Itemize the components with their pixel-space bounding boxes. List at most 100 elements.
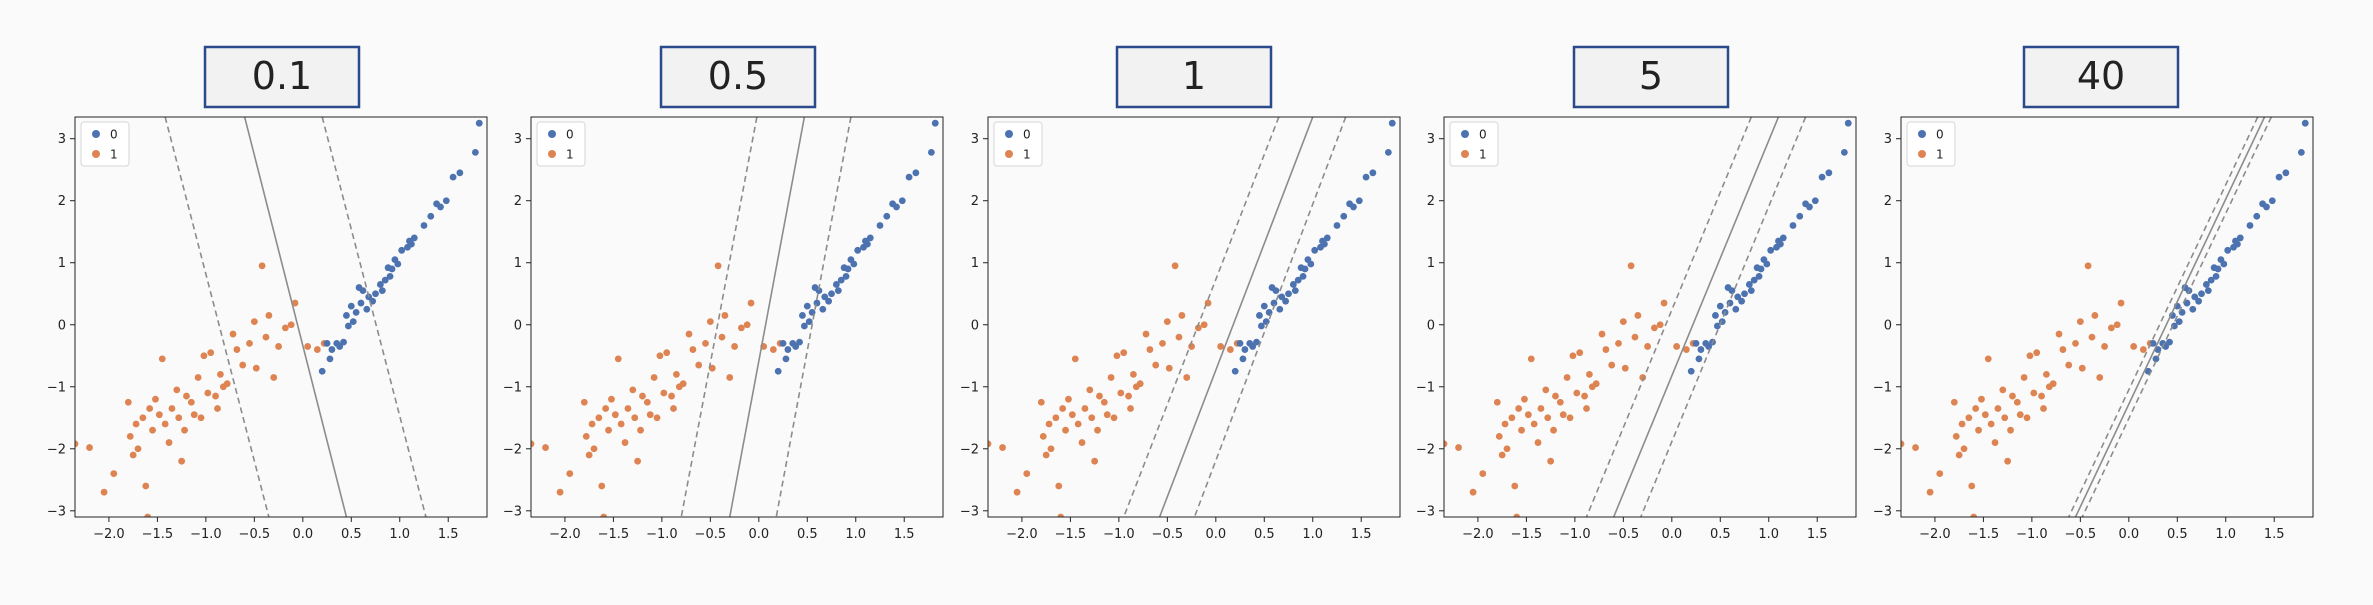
x-tick-label: 0.0 — [748, 527, 769, 542]
point-class-1 — [1501, 420, 1509, 428]
point-class-0 — [355, 284, 363, 291]
y-tick-label: −3 — [47, 504, 66, 519]
point-class-1 — [689, 346, 697, 353]
point-class-0 — [1323, 234, 1331, 242]
point-class-1 — [1978, 395, 1985, 403]
y-tick-label: −2 — [503, 442, 522, 457]
point-class-1 — [608, 395, 615, 403]
y-tick-label: −2 — [1873, 442, 1892, 457]
point-class-1 — [1566, 414, 1574, 422]
y-tick-label: 3 — [1884, 132, 1892, 147]
point-class-1 — [1521, 395, 1528, 403]
point-class-0 — [1741, 290, 1748, 298]
point-class-0 — [328, 346, 336, 353]
point-class-1 — [663, 349, 671, 357]
point-class-1 — [1023, 470, 1031, 477]
point-class-1 — [223, 380, 231, 388]
point-class-1 — [142, 482, 150, 490]
point-class-1 — [1091, 457, 1099, 465]
point-class-0 — [2268, 197, 2276, 205]
point-class-1 — [988, 440, 992, 448]
y-tick-label: −2 — [1416, 442, 1435, 457]
point-class-1 — [685, 330, 693, 338]
point-class-0 — [1796, 212, 1804, 220]
legend-marker-1 — [1005, 150, 1013, 158]
point-class-0 — [1355, 197, 1363, 205]
y-tick-label: 0 — [971, 318, 979, 333]
point-class-1 — [1511, 482, 1519, 490]
point-class-1 — [1068, 411, 1076, 419]
x-tick-label: 0.5 — [341, 527, 362, 542]
y-tick-label: 0 — [1427, 318, 1435, 333]
point-class-1 — [233, 346, 241, 353]
axes-frame — [987, 116, 1401, 518]
point-class-0 — [1775, 237, 1782, 245]
legend-marker-1 — [548, 150, 556, 158]
legend-marker-0 — [1461, 130, 1469, 138]
point-class-1 — [287, 321, 295, 329]
point-class-0 — [2210, 264, 2218, 272]
plot-area — [988, 117, 1400, 517]
subplot-panel: −2.0 −1.5 −1.0 −0.5 0.0 0.5 1.0 1.53210−1−2−301… — [503, 45, 944, 542]
x-tick-label: −0.5 — [695, 527, 727, 542]
legend-box — [993, 121, 1043, 167]
point-class-0 — [834, 287, 842, 295]
plot-data — [988, 117, 1396, 517]
point-class-1 — [194, 374, 202, 381]
margin-line-lower — [1193, 117, 1347, 517]
point-class-1 — [110, 470, 118, 477]
y-tick-label: 2 — [514, 194, 522, 209]
point-class-0 — [898, 197, 906, 205]
point-class-1 — [634, 457, 642, 465]
point-class-0 — [1811, 197, 1819, 205]
legend-box — [80, 121, 130, 167]
point-class-1 — [1958, 420, 1966, 428]
y-tick-label: 1 — [514, 256, 522, 271]
point-class-1 — [132, 420, 140, 428]
point-class-0 — [1738, 297, 1746, 305]
point-class-0 — [1231, 367, 1239, 375]
x-tick-label: −2.0 — [1006, 527, 1038, 542]
point-class-1 — [1107, 374, 1115, 381]
point-class-0 — [1291, 287, 1299, 295]
plot-data — [75, 117, 483, 517]
point-class-1 — [1592, 380, 1600, 388]
point-class-0 — [1276, 305, 1284, 313]
plot-area — [1444, 117, 1856, 517]
point-class-0 — [471, 148, 479, 156]
x-tick-label: −0.5 — [239, 527, 271, 542]
point-class-1 — [1469, 488, 1477, 496]
point-class-1 — [999, 444, 1006, 451]
point-class-1 — [637, 426, 644, 434]
y-tick-label: −1 — [47, 380, 66, 395]
point-class-0 — [1319, 237, 1326, 245]
point-class-1 — [1544, 414, 1552, 422]
x-tick-label: −1.5 — [1511, 527, 1543, 542]
margin-line-lower — [775, 117, 852, 517]
point-class-1 — [86, 444, 93, 451]
x-tick-label: 1.5 — [2264, 527, 2285, 542]
point-class-0 — [349, 318, 357, 326]
point-class-0 — [1278, 293, 1286, 301]
point-class-0 — [866, 234, 874, 242]
point-class-1 — [590, 445, 598, 453]
x-tick-label: −1.0 — [2016, 527, 2048, 542]
point-class-1 — [1127, 405, 1134, 412]
point-class-1 — [1200, 321, 1208, 329]
point-class-1 — [737, 324, 745, 332]
point-class-0 — [1257, 322, 1265, 330]
point-class-1 — [212, 392, 219, 400]
point-class-0 — [1256, 312, 1263, 319]
point-class-1 — [1524, 411, 1532, 419]
point-class-1 — [598, 482, 606, 490]
margin-line-lower — [1640, 117, 1807, 517]
point-class-1 — [714, 262, 722, 270]
y-tick-label: 3 — [58, 132, 66, 147]
y-tick-label: 0 — [514, 318, 522, 333]
subplot-panel: −2.0 −1.5 −1.0 −0.5 0.0 0.5 1.0 1.53210−1−2−301… — [960, 45, 1401, 542]
point-class-1 — [670, 405, 677, 412]
point-class-0 — [326, 355, 334, 363]
point-class-0 — [905, 173, 913, 181]
point-class-0 — [842, 272, 850, 280]
y-tick-label: −3 — [1873, 504, 1892, 519]
